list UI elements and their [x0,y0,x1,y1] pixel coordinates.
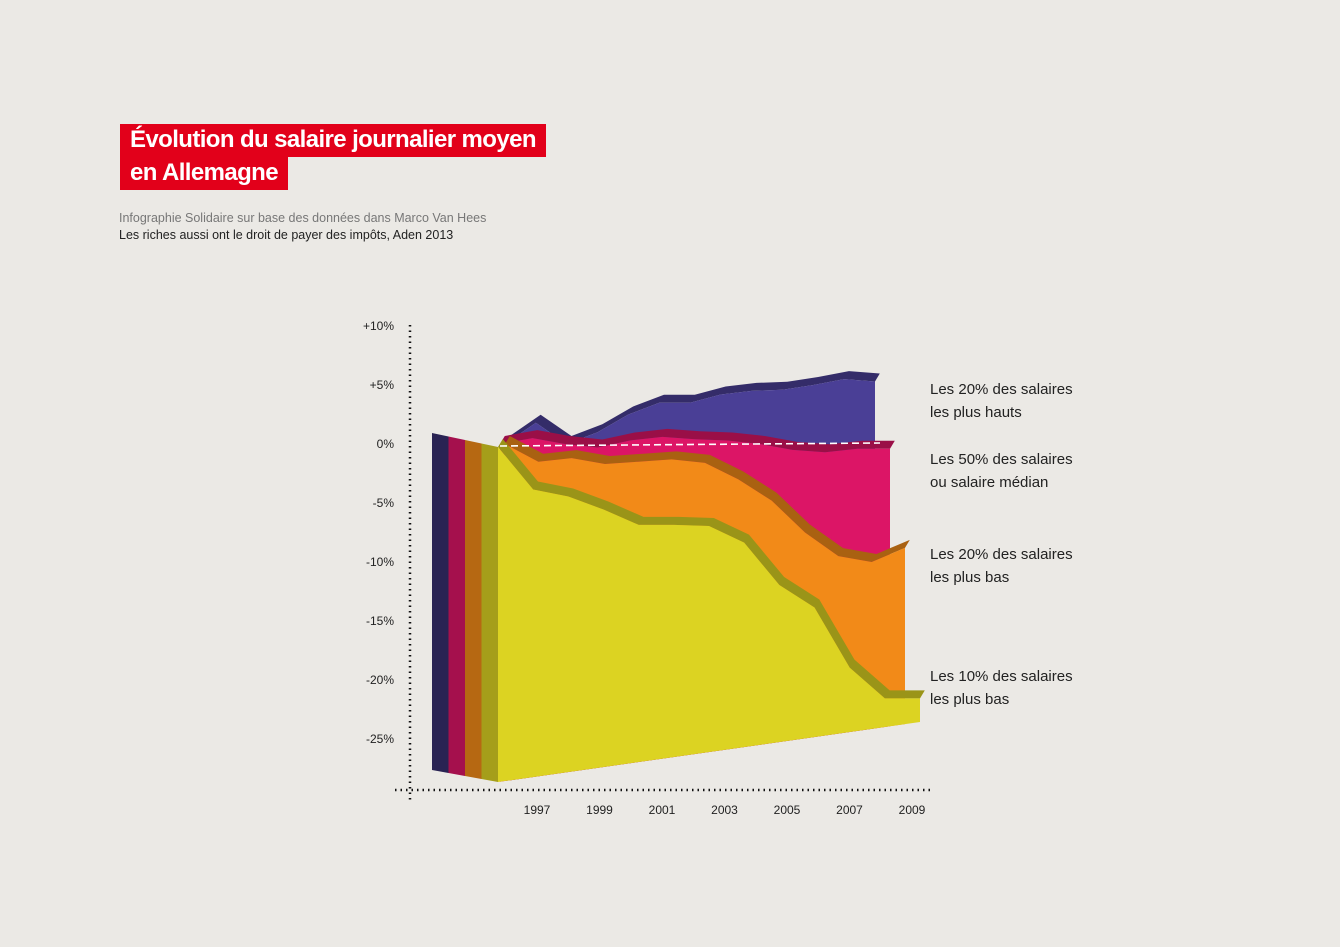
series-top-surface [500,428,895,453]
y-tick-label: 0% [377,437,395,451]
y-tick-label: -5% [373,496,395,510]
chart-title-line1: Évolution du salaire journalier moyen [120,124,546,157]
source-line1: Infographie Solidaire sur base des donné… [119,211,487,225]
series-area [498,447,920,782]
legend-label: les plus hauts [930,404,1022,421]
y-tick-label: -20% [366,673,394,687]
legend-top20: Les 20% des salaires les plus hauts [930,378,1073,424]
x-tick-label: 1997 [524,803,551,817]
series-top-surface [505,436,910,562]
chart-title-line2: en Allemagne [120,157,288,190]
x-tick-label: 2005 [774,803,801,817]
y-tick-label: -10% [366,555,394,569]
series-top-surface [505,371,880,444]
legend-label: Les 50% des salaires [930,451,1073,468]
series-top-surface [498,439,925,699]
series-side-face [465,440,482,779]
legend-bottom20: Les 20% des salaires les plus bas [930,543,1073,589]
x-tick-label: 1999 [586,803,613,817]
chart-title: Évolution du salaire journalier moyen en… [120,124,546,190]
series-side-face [448,436,465,776]
legend-label: les plus bas [930,569,1010,586]
series-side-face [481,443,498,782]
x-tick-label: 2001 [649,803,676,817]
source-line2: Les riches aussi ont le droit de payer d… [119,228,454,242]
legend-label: Les 10% des salaires [930,668,1073,685]
y-tick-label: +10% [363,319,394,333]
y-tick-label: -25% [366,732,394,746]
legend-label: ou salaire médian [930,474,1049,491]
y-tick-label: +5% [370,378,395,392]
legend-label: les plus bas [930,691,1010,708]
zero-reference-line [499,442,881,447]
x-tick-label: 2009 [899,803,926,817]
legend-bottom10: Les 10% des salaires les plus bas [930,665,1073,711]
series-side-face [432,433,449,773]
legend-label: Les 20% des salaires [930,546,1073,563]
x-tick-label: 2003 [711,803,738,817]
x-tick-label: 2007 [836,803,863,817]
y-tick-label: -15% [366,614,394,628]
legend-label: Les 20% des salaires [930,381,1073,398]
legend-median: Les 50% des salaires ou salaire médian [930,448,1073,494]
